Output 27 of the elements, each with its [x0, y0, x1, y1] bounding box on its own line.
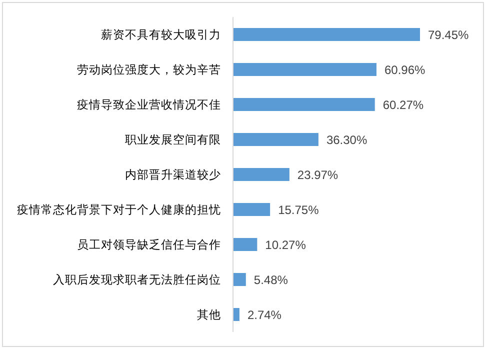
- data-label: 36.30%: [326, 133, 368, 147]
- data-label: 10.27%: [265, 238, 306, 252]
- bar: [233, 63, 376, 76]
- y-tick-label: 内部晋升渠道较少: [125, 168, 221, 182]
- bar: [233, 238, 258, 251]
- bar: [233, 28, 420, 41]
- bar: [233, 168, 290, 181]
- bar: [233, 308, 240, 321]
- data-label: 79.45%: [428, 28, 470, 42]
- y-tick-label: 劳动岗位强度大，较为辛苦: [77, 62, 221, 76]
- y-tick-label: 入职后发现求职者无法胜任岗位: [53, 272, 221, 286]
- data-label: 60.27%: [382, 98, 424, 112]
- data-label: 15.75%: [278, 203, 320, 217]
- data-label: 2.74%: [247, 308, 282, 322]
- data-label: 60.96%: [384, 63, 426, 77]
- y-tick-label: 薪资不具有较大吸引力: [101, 28, 221, 42]
- data-label: 23.97%: [297, 168, 338, 182]
- bar: [233, 133, 318, 146]
- y-tick-label: 员工对领导缺乏信任与合作: [77, 238, 221, 252]
- bar: [233, 203, 270, 216]
- y-tick-label: 其他: [197, 308, 221, 322]
- bar: [233, 273, 246, 286]
- y-tick-label: 疫情常态化背景下对于个人健康的担忧: [17, 202, 221, 216]
- data-label: 5.48%: [254, 273, 288, 287]
- bar: [233, 98, 375, 111]
- y-tick-label: 疫情导致企业营收情况不佳: [77, 98, 221, 112]
- y-tick-label: 职业发展空间有限: [125, 132, 221, 146]
